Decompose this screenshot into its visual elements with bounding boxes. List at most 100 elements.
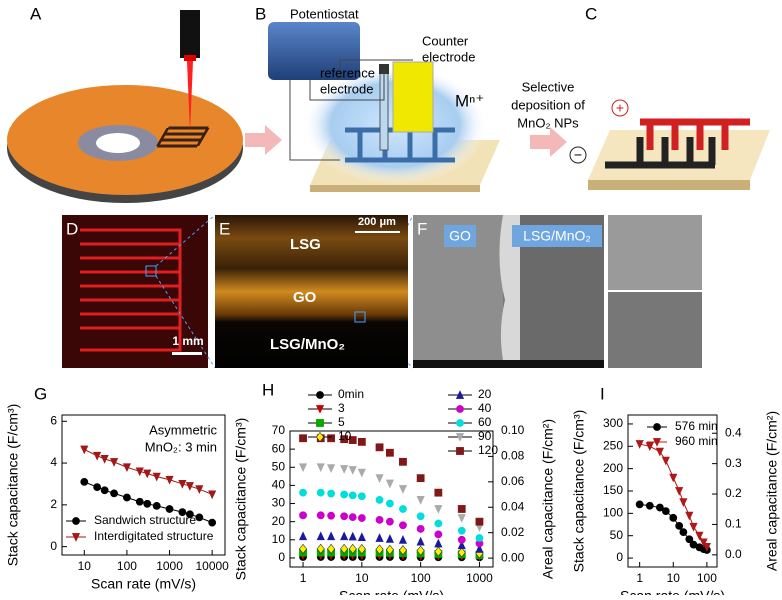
marker [340, 543, 349, 554]
marker [655, 447, 664, 457]
panel-label: B [255, 4, 266, 23]
marker [375, 474, 384, 483]
panel-f-image [413, 215, 702, 368]
legend-marker [653, 423, 661, 431]
marker [399, 521, 407, 530]
legend-marker [455, 433, 465, 442]
marker [416, 496, 425, 505]
scale-bar-label: 1 mm [172, 334, 203, 348]
region-label: GO [293, 289, 317, 306]
marker [348, 436, 357, 444]
marker [357, 437, 366, 446]
marker [457, 526, 466, 535]
arrow [245, 125, 282, 155]
y-tick-label: 150 [603, 483, 623, 497]
marker [299, 543, 308, 554]
plus-sign: + [616, 100, 624, 116]
legend-marker [71, 533, 81, 542]
marker [399, 505, 407, 513]
marker [316, 511, 325, 520]
arrow-text: MnO₂ NPs [517, 115, 579, 130]
legend-label: 0min [338, 387, 364, 401]
y2-tick-label: 0.3 [725, 456, 742, 470]
y-tick-label: 70 [272, 423, 286, 437]
marker [185, 510, 194, 519]
marker [357, 532, 366, 541]
plot-frame [61, 414, 226, 556]
marker [399, 457, 407, 466]
y2-tick-label: 0.0 [725, 547, 742, 561]
marker [685, 511, 694, 521]
marker [195, 485, 204, 494]
marker [434, 505, 443, 514]
legend-label: 20 [478, 387, 492, 401]
marker [110, 458, 119, 467]
marker [679, 498, 688, 507]
counter-electrode-label: Counter [422, 33, 469, 48]
legend-label: 40 [478, 401, 492, 415]
y2-tick-label: 0.08 [501, 449, 525, 463]
marker [475, 534, 484, 542]
marker [699, 538, 708, 548]
y2-tick-label: 0.4 [725, 425, 742, 439]
y2-tick-label: 0.02 [501, 525, 525, 539]
panel-label: E [219, 219, 230, 238]
marker [457, 514, 466, 523]
marker [327, 464, 336, 473]
panel-label: A [30, 4, 42, 23]
x-tick-label: 100 [411, 571, 431, 585]
panel-label: C [585, 4, 597, 23]
marker [340, 531, 349, 541]
marker [635, 440, 644, 449]
legend-marker [316, 391, 324, 399]
marker [635, 500, 644, 509]
marker [386, 448, 394, 457]
marker [679, 528, 688, 537]
marker [475, 517, 484, 526]
marker [340, 435, 349, 444]
marker [375, 544, 384, 555]
plot-frame [289, 430, 494, 568]
marker [299, 511, 307, 520]
y-tick-label: 300 [603, 416, 623, 430]
marker [685, 535, 694, 544]
marker [434, 488, 443, 497]
legend-label: 576 min [675, 419, 718, 433]
panel-d-image [62, 215, 208, 368]
marker [348, 491, 357, 500]
legend-label: Interdigitated structure [94, 529, 214, 543]
marker [661, 507, 670, 516]
annotation: MnO₂: 3 min [145, 439, 217, 454]
marker [398, 534, 408, 544]
legend-label: 3 [338, 401, 345, 415]
marker [434, 519, 443, 528]
marker [100, 486, 109, 495]
marker [298, 463, 308, 473]
marker [695, 531, 704, 541]
marker [348, 466, 357, 475]
y-tick-label: 10 [272, 532, 286, 546]
marker [195, 513, 204, 522]
scale-bar-label: 200 μm [358, 216, 396, 228]
legend-marker [455, 390, 465, 399]
marker [385, 479, 394, 489]
marker [357, 468, 366, 478]
marker [416, 545, 425, 556]
y-tick-label: 4 [50, 455, 57, 469]
marker [375, 443, 384, 452]
marker [135, 467, 144, 477]
series-line [639, 443, 708, 548]
legend-marker [72, 517, 80, 525]
y-tick-label: 60 [272, 441, 286, 455]
marker [385, 534, 394, 543]
marker [675, 521, 684, 530]
legend-marker [456, 447, 464, 455]
panel-label: G [34, 384, 47, 403]
marker [375, 515, 384, 524]
x-tick-label: 10 [78, 559, 92, 573]
x-tick-label: 100 [117, 559, 137, 573]
marker [386, 517, 394, 526]
marker [208, 490, 217, 500]
marker [416, 525, 425, 533]
y-tick-label: 6 [50, 413, 57, 427]
